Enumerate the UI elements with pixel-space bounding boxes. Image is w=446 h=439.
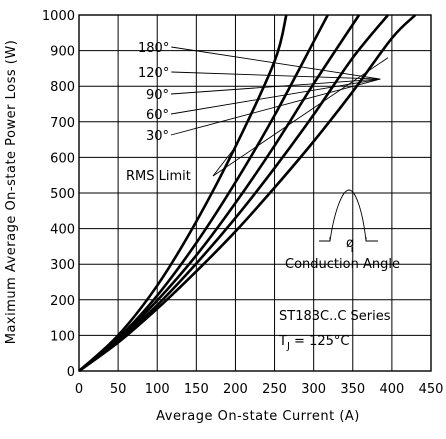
series-label-90°: 90° [146, 88, 169, 103]
tj-label: TJ = 125°C [278, 334, 349, 352]
leader-30° [170, 78, 381, 136]
y-tick-label: 100 [50, 329, 75, 344]
leader-60° [170, 78, 381, 115]
series-label-60°: 60° [146, 108, 169, 123]
y-tick-labels: 0 100 200 300 400 500 600 700 800 900 1000 [42, 9, 75, 380]
x-tick-labels: 0 50 100 150 200 250 300 350 400 450 [75, 382, 444, 397]
curve-180° [78, 14, 417, 373]
y-tick-label: 400 [50, 223, 75, 238]
rms-leader-1 [212, 149, 234, 177]
leader-90° [171, 78, 381, 95]
y-tick-label: 200 [50, 294, 75, 309]
y-tick-label: 1000 [42, 9, 75, 24]
conduction-angle-label: Conduction Angle [285, 257, 400, 272]
y-tick-label: 900 [50, 45, 75, 60]
x-tick-label: 350 [340, 382, 365, 397]
grid [78, 14, 432, 372]
leader-120° [171, 71, 381, 80]
tj-subscript: J [286, 341, 290, 352]
label-leader-lines [170, 46, 389, 177]
y-tick-label: 500 [50, 187, 75, 202]
x-tick-label: 100 [145, 382, 170, 397]
x-axis-title: Average On-state Current (A) [156, 409, 360, 424]
y-tick-label: 800 [50, 80, 75, 95]
leader-180° [171, 46, 381, 80]
series-label-30°: 30° [146, 129, 169, 144]
curve-30° [78, 14, 288, 372]
x-tick-label: 450 [419, 382, 444, 397]
rms-limit-label: RMS Limit [126, 169, 191, 184]
tj-value: = 125°C [290, 334, 350, 349]
tj-main: T [278, 334, 287, 349]
conduction-waveform [319, 189, 378, 242]
x-tick-label: 150 [184, 382, 209, 397]
y-tick-label: 300 [50, 258, 75, 273]
series-label-180°: 180° [138, 41, 169, 56]
curve-60° [78, 14, 329, 372]
x-tick-label: 200 [223, 382, 248, 397]
y-tick-label: 600 [50, 151, 75, 166]
x-tick-label: 50 [110, 382, 127, 397]
conduction-angle-diagram: ø [319, 189, 378, 252]
x-tick-label: 0 [75, 382, 83, 397]
y-tick-label: 700 [50, 116, 75, 131]
plot-frame [78, 14, 432, 372]
x-tick-label: 300 [301, 382, 326, 397]
phi-label: ø [346, 236, 354, 251]
curves [78, 14, 417, 373]
series-labels: 180° 120° 90° 60° 30° [138, 41, 169, 144]
series-label-120°: 120° [138, 66, 169, 81]
series-name-label: ST183C..C Series [279, 309, 391, 324]
rms-leader-2 [212, 57, 389, 177]
y-tick-label: 0 [67, 365, 75, 380]
x-tick-label: 400 [379, 382, 404, 397]
y-axis-title: Maximum Average On-state Power Loss (W) [4, 40, 19, 345]
curve-120° [78, 14, 389, 373]
x-tick-label: 250 [262, 382, 287, 397]
